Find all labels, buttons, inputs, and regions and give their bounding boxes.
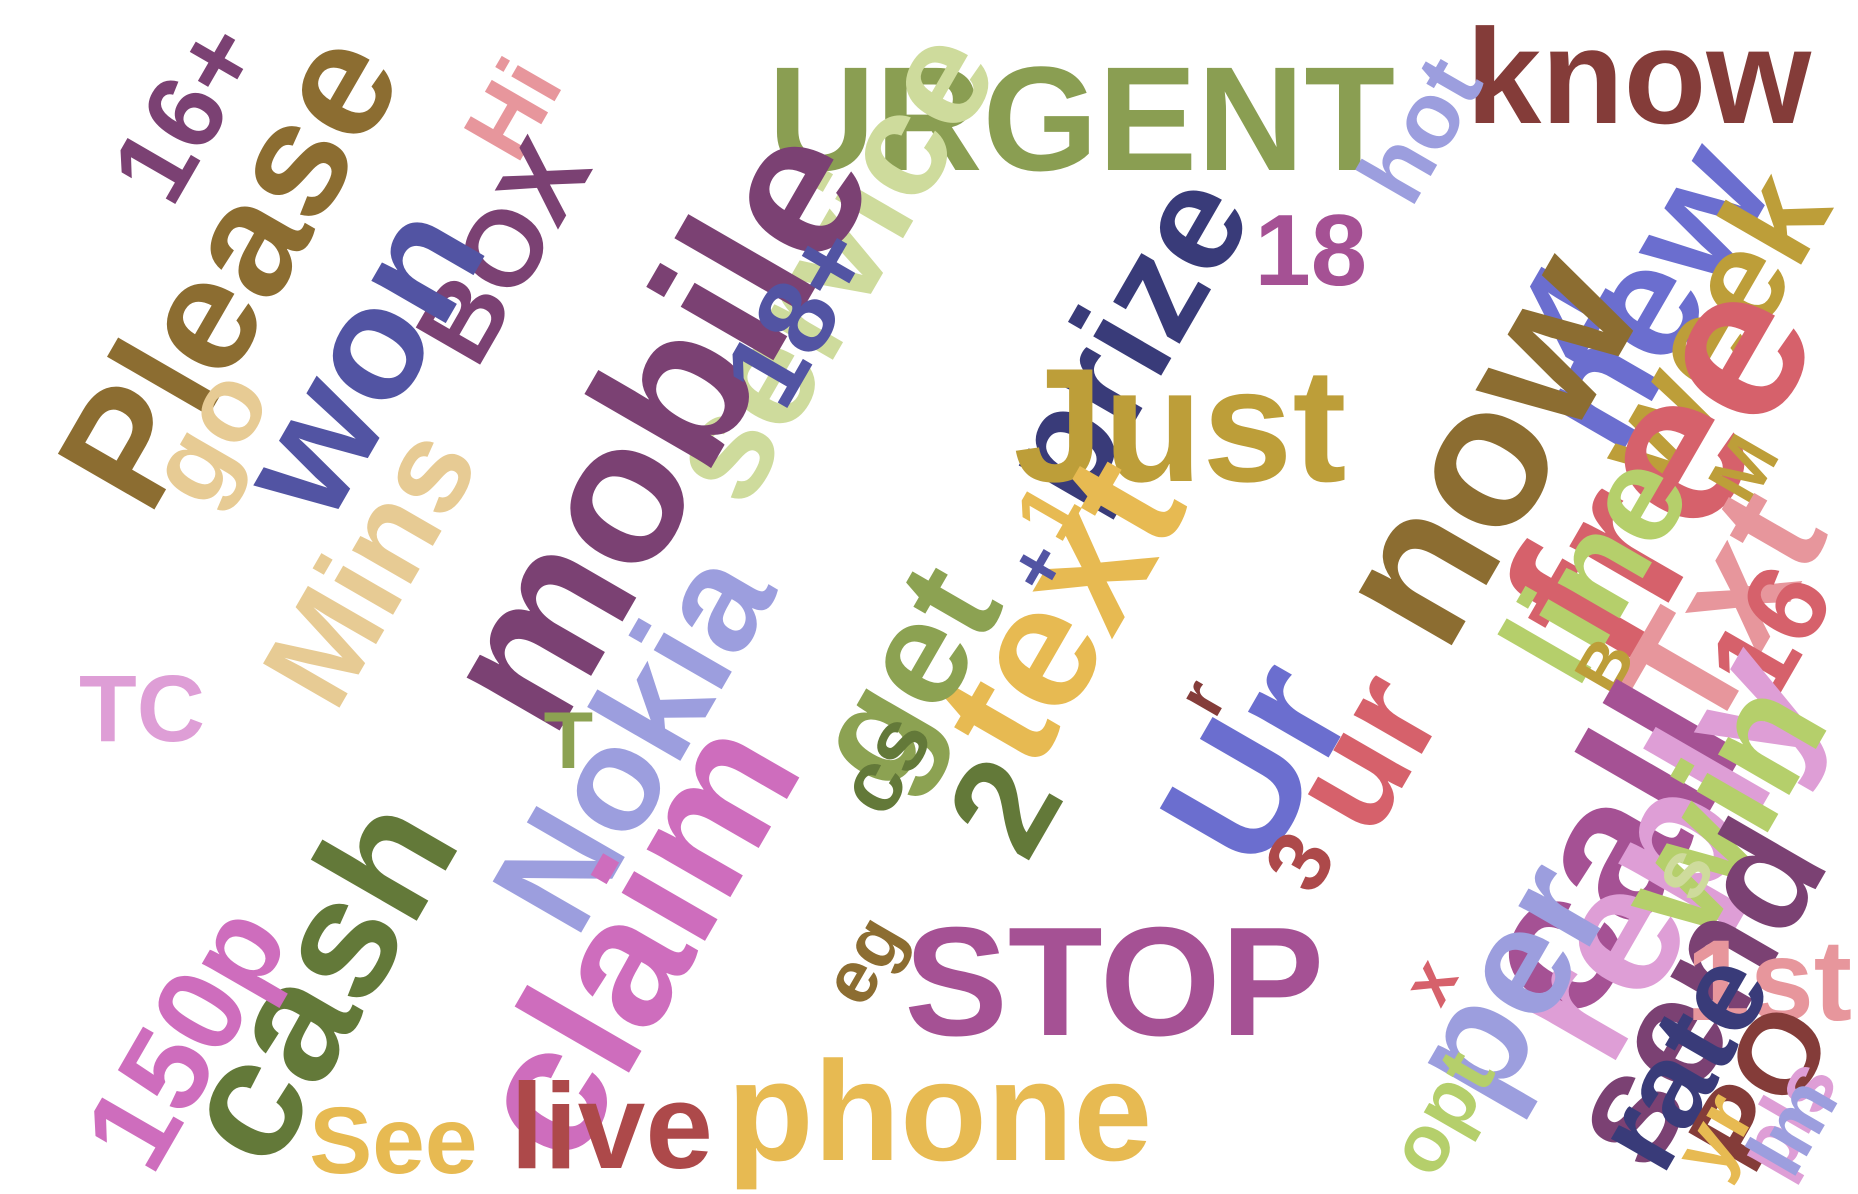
word-eg: eg (804, 901, 920, 1019)
word-tc: TC (79, 655, 205, 762)
word-18: 18 (1254, 194, 1368, 308)
word-stop: STOP (904, 894, 1325, 1069)
word-1st: 1st (1686, 917, 1852, 1046)
word-t: T (543, 696, 594, 787)
word-live: live (510, 1058, 713, 1194)
word-urgent: URGENT (768, 36, 1396, 202)
word-see: See (309, 1087, 478, 1194)
word-know: know (1466, 0, 1812, 152)
word-just: Just (1013, 334, 1347, 516)
word-phone: phone (727, 1032, 1153, 1191)
